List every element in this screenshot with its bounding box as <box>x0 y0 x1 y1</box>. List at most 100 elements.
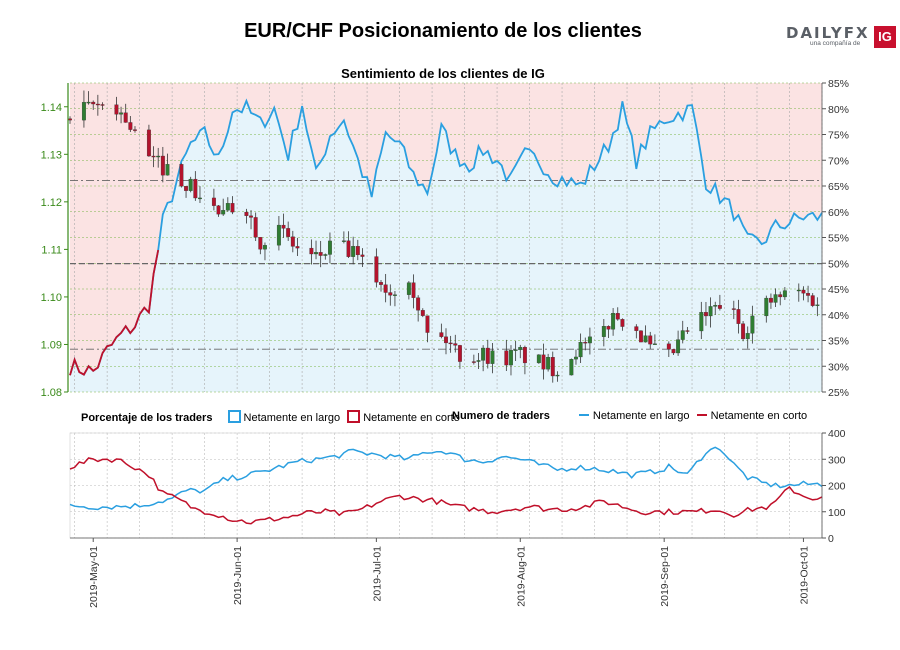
candle-body <box>100 104 105 106</box>
legend-long-count[interactable]: Netamente en largo <box>578 410 693 422</box>
candle-body <box>587 336 592 344</box>
candle-body <box>114 104 119 115</box>
candle-body <box>796 289 801 292</box>
candle-body <box>444 336 448 344</box>
pct-tick-label: 30% <box>828 361 849 373</box>
candle-body <box>671 349 676 354</box>
candle-body <box>550 357 555 377</box>
legend-long-count-label: Netamente en largo <box>592 410 690 422</box>
candle-body <box>648 335 653 345</box>
candlestick-layer <box>68 90 820 383</box>
pct-tick-label: 75% <box>828 130 849 142</box>
candle-body <box>86 101 91 104</box>
count-tick-label: 100 <box>828 507 846 519</box>
legend-long-pct[interactable]: Netamente en largo <box>227 410 344 424</box>
price-tick-label: 1.09 <box>41 339 62 351</box>
pct-tick-label: 55% <box>828 233 849 245</box>
long-square-icon <box>227 410 241 423</box>
date-tick-label: 2019-May-01 <box>88 546 100 608</box>
candle-body <box>509 350 513 366</box>
candle-body <box>666 343 671 350</box>
short-square-icon <box>347 410 361 423</box>
candle-body <box>806 293 811 296</box>
candle-body <box>198 197 202 200</box>
candle-body <box>179 164 184 187</box>
chart-title: EUR/CHF Posicionamiento de los clientes <box>244 20 642 42</box>
candle-body <box>341 240 346 242</box>
candle-body <box>314 252 318 255</box>
candle-body <box>750 315 755 334</box>
candle-body <box>425 315 430 333</box>
candle-body <box>713 305 718 307</box>
candle-body <box>286 228 291 237</box>
price-grid-layer <box>70 82 823 393</box>
candle-body <box>601 326 606 337</box>
candle-body <box>513 349 518 351</box>
candle-body <box>318 252 323 256</box>
candle-body <box>258 237 263 250</box>
legend-short-pct-label: Netamente en corto <box>363 412 460 424</box>
pct-tick-label: 70% <box>828 155 849 167</box>
candle-body <box>188 178 193 191</box>
candle-body <box>778 294 783 298</box>
candle-body <box>504 350 509 366</box>
candle-body <box>91 101 96 105</box>
candle-body <box>546 357 551 370</box>
candle-body <box>295 246 300 249</box>
candle-body <box>420 310 425 316</box>
candle-body <box>731 308 736 310</box>
price-tick-label: 1.10 <box>41 292 62 304</box>
candle-body <box>708 306 713 317</box>
candle-body <box>193 178 198 199</box>
legend-percentage-title: Porcentaje de los traders <box>81 412 213 424</box>
candle-body <box>481 347 486 361</box>
traders-lines-layer <box>69 446 823 525</box>
candle-body <box>764 297 769 317</box>
candle-body <box>253 217 258 238</box>
legend-traders-title: Numero de traders <box>452 410 550 422</box>
candle-body <box>634 326 639 331</box>
pct-tick-label: 45% <box>828 284 849 296</box>
candle-body <box>290 236 295 247</box>
candle-body <box>453 343 458 346</box>
candle-body <box>620 319 625 327</box>
candle-body <box>652 343 657 345</box>
short-line-icon <box>696 414 707 416</box>
price-tick-label: 1.08 <box>41 387 62 399</box>
candle-body <box>485 347 490 364</box>
price-tick-label: 1.11 <box>41 244 62 256</box>
net-long-pct-line <box>69 98 823 376</box>
candle-body <box>699 312 704 332</box>
candle-body <box>680 330 685 340</box>
candle-body <box>476 360 481 362</box>
pct-tick-label: 25% <box>828 387 849 399</box>
pct-tick-label: 50% <box>828 258 849 270</box>
candle-body <box>583 342 588 344</box>
candle-body <box>244 211 249 216</box>
candle-body <box>216 205 221 215</box>
price-tick-label: 1.14 <box>41 102 62 114</box>
candle-body <box>360 254 365 257</box>
legend-percentage: Porcentaje de los traders Netamente en l… <box>81 410 460 424</box>
candle-body <box>128 122 133 130</box>
candle-body <box>211 197 216 206</box>
traders-grid-layer <box>69 432 823 539</box>
candle-body <box>165 164 170 176</box>
candle-body <box>555 374 560 377</box>
candle-body <box>490 350 495 364</box>
candle-body <box>184 186 188 191</box>
legend-short-pct[interactable]: Netamente en corto <box>347 410 460 424</box>
candle-body <box>518 347 523 350</box>
date-tick-label: 2019-Jul-01 <box>371 546 383 602</box>
legend-short-count[interactable]: Netamente en corto <box>696 410 808 422</box>
candle-body <box>522 347 527 364</box>
candle-body <box>574 356 578 360</box>
date-tick-label: 2019-Jun-01 <box>232 546 244 605</box>
candle-body <box>249 215 253 218</box>
candle-body <box>309 247 314 255</box>
candle-body <box>351 246 356 257</box>
candle-body <box>541 354 546 370</box>
legend-short-count-label: Netamente en corto <box>710 410 808 422</box>
count-tick-label: 400 <box>828 428 846 440</box>
candle-body <box>745 333 750 340</box>
